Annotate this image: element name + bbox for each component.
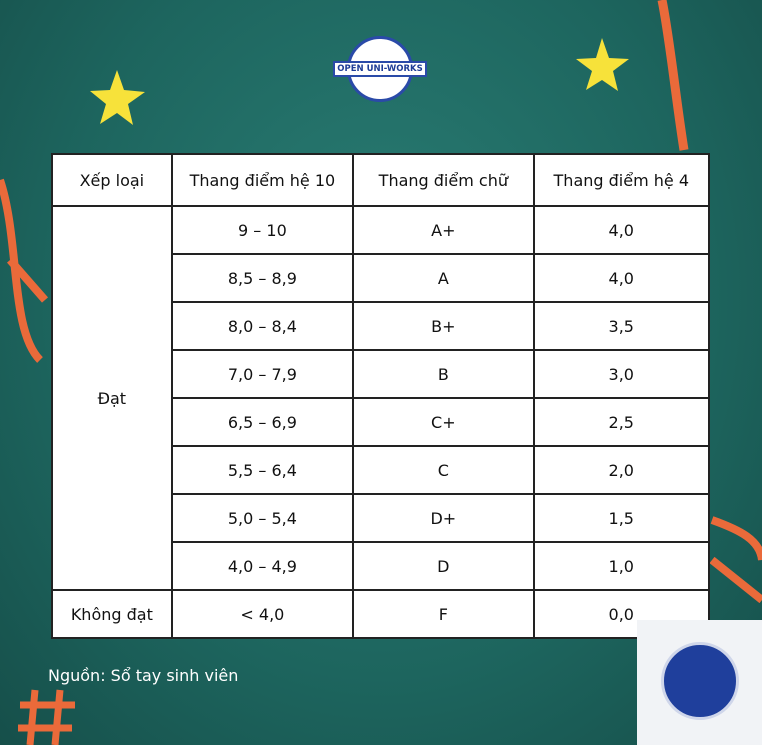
table-row: 4,0 – 4,9 D 1,0 bbox=[52, 541, 711, 591]
table-cell: 1,5 bbox=[532, 493, 711, 543]
table-cell: 8,0 – 8,4 bbox=[170, 301, 355, 351]
table-cell: 5,0 – 5,4 bbox=[170, 493, 355, 543]
table-cell: 2,5 bbox=[532, 397, 711, 447]
table-cell: D bbox=[352, 541, 535, 591]
table-cell: 3,5 bbox=[532, 301, 711, 351]
table-row: 8,5 – 8,9 A 4,0 bbox=[52, 253, 711, 303]
chalk-stroke bbox=[657, 0, 689, 151]
table-cell: B bbox=[352, 349, 535, 399]
table-row: 7,0 – 7,9 B 3,0 bbox=[52, 349, 711, 399]
grade-table: Xếp loại Thang điểm hệ 10 Thang điểm chữ Th… bbox=[51, 153, 711, 639]
table-cell: < 4,0 bbox=[170, 589, 355, 639]
table-cell: F bbox=[352, 589, 535, 639]
group-cell: Đạt bbox=[51, 205, 173, 591]
table-cell: C bbox=[352, 445, 535, 495]
table-cell: C+ bbox=[352, 397, 535, 447]
table-cell: 4,0 bbox=[532, 253, 711, 303]
table-cell: A+ bbox=[352, 205, 535, 255]
table-cell: 4,0 – 4,9 bbox=[170, 541, 355, 591]
table-row: 8,0 – 8,4 B+ 3,5 bbox=[52, 301, 711, 351]
chalk-stroke bbox=[0, 178, 49, 363]
table-row: Không đạt < 4,0 F 0,0 bbox=[51, 589, 711, 639]
star bbox=[576, 38, 629, 91]
watermark bbox=[637, 620, 762, 745]
table-cell: 2,0 bbox=[532, 445, 711, 495]
group-cell: Không đạt bbox=[51, 589, 173, 639]
watermark-logo bbox=[661, 642, 739, 720]
header-cell: Xếp loại bbox=[51, 153, 173, 207]
hash bbox=[18, 689, 75, 745]
table-row: 5,0 – 5,4 D+ 1,5 bbox=[52, 493, 711, 543]
source-note: Nguồn: Sổ tay sinh viên bbox=[48, 666, 239, 685]
table-cell: 7,0 – 7,9 bbox=[170, 349, 355, 399]
table-cell: A bbox=[352, 253, 535, 303]
table-cell: 5,5 – 6,4 bbox=[170, 445, 355, 495]
table-row: 5,5 – 6,4 C 2,0 bbox=[52, 445, 711, 495]
logo: OPEN UNI-WORKS bbox=[333, 36, 427, 104]
header-cell: Thang điểm hệ 4 bbox=[532, 153, 711, 207]
header-cell: Thang điểm hệ 10 bbox=[170, 153, 355, 207]
logo-name: OPEN UNI-WORKS bbox=[333, 61, 427, 77]
table-row: Đạt 9 – 10 A+ 4,0 bbox=[51, 205, 711, 591]
star bbox=[90, 70, 145, 125]
table-cell: 6,5 – 6,9 bbox=[170, 397, 355, 447]
table-cell: 9 – 10 bbox=[170, 205, 355, 255]
table-cell: 4,0 bbox=[532, 205, 711, 255]
table-cell: D+ bbox=[352, 493, 535, 543]
table-cell: 1,0 bbox=[532, 541, 711, 591]
table-cell: 3,0 bbox=[532, 349, 711, 399]
table-cell: 8,5 – 8,9 bbox=[170, 253, 355, 303]
table-cell: B+ bbox=[352, 301, 535, 351]
header-row: Xếp loại Thang điểm hệ 10 Thang điểm chữ Th… bbox=[51, 153, 711, 207]
header-cell: Thang điểm chữ bbox=[352, 153, 535, 207]
table-row: 6,5 – 6,9 C+ 2,5 bbox=[52, 397, 711, 447]
chalk-stroke bbox=[709, 516, 762, 604]
